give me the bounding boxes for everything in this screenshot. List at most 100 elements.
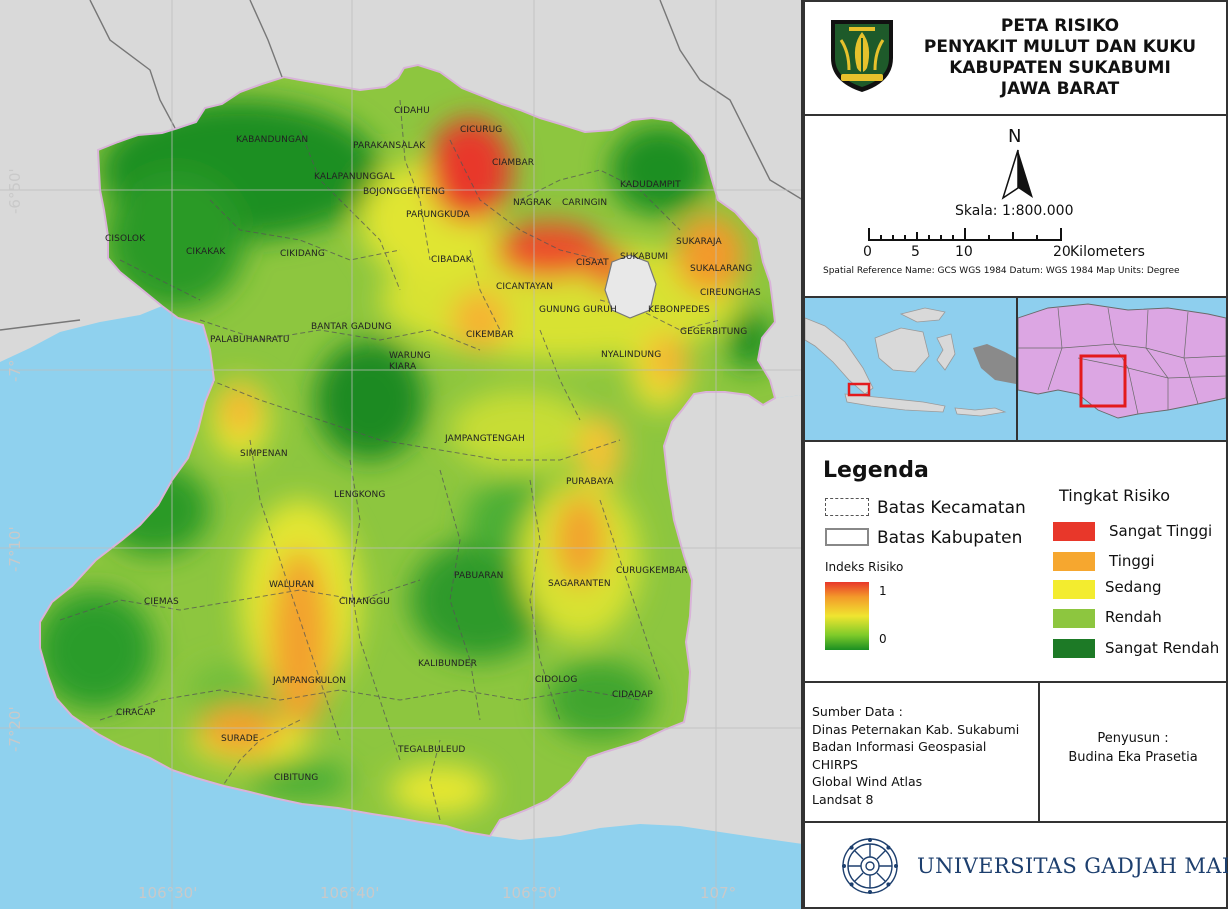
place-label: PARAKANSALAK [353,141,426,151]
risk-heat-layer [40,65,775,836]
source-line: CHIRPS [812,756,858,772]
place-label: CIBADAK [431,255,472,265]
map-title: PETA RISIKO PENYAKIT MULUT DAN KUKU KABU… [915,16,1205,100]
place-label: PURABAYA [566,477,614,487]
legend-title: Legenda [823,458,929,483]
legend-box: Legenda Batas Kecamatan Batas Kabupaten … [803,440,1228,683]
risk-label-high: Tinggi [1109,552,1155,570]
place-label: CIBITUNG [274,773,319,783]
risk-label-very-high: Sangat Tinggi [1109,522,1213,540]
place-label: NYALINDUNG [601,350,662,360]
place-label: CIDOLOG [535,675,578,685]
place-label: KABANDUNGAN [236,135,309,145]
university-box: UNIVERSITAS GADJAH MADA [803,821,1228,909]
scale-unit: Kilometers [1070,244,1145,260]
source-list: Sumber Data : Dinas Peternakan Kab. Suka… [812,703,1019,808]
neighbor-land-north [0,0,801,398]
place-label: JAMPANGTENGAH [445,434,525,444]
source-line: Global Wind Atlas [812,774,923,789]
place-label: CICURUG [460,125,503,135]
place-label: SIMPENAN [240,449,288,459]
place-label: CURUGKEMBAR [616,566,688,576]
legend-district-boundary: Batas Kecamatan [877,498,1026,518]
place-label: CIEMAS [144,597,179,607]
lon-label-4: 107° [700,884,737,902]
scale-tick-5: 5 [911,244,920,260]
lat-label-4: -7°20' [6,706,24,752]
place-label: PARUNGKUDA [406,210,470,220]
place-label: CIKEMBAR [466,330,514,340]
inset-map-west-java [1016,296,1228,442]
lat-label-3: -7°10' [6,526,24,572]
source-box: Sumber Data : Dinas Peternakan Kab. Suka… [803,681,1040,823]
title-line-4: JAWA BARAT [1000,79,1120,99]
place-label: GUNUNG GURUH [539,305,617,315]
inset-map-indonesia [803,296,1018,442]
risk-level-title: Tingkat Risiko [1059,486,1170,505]
map-frame[interactable]: -6°50' -7° -7°10' -7°20' 106°30' 106°40'… [0,0,803,909]
place-label: CIREUNGHAS [700,288,761,298]
place-label: WALURAN [269,580,315,590]
author-heading: Penyusun : [1097,731,1169,746]
north-label: N [1008,126,1022,147]
risk-swatch-medium [1053,580,1095,599]
place-label: PALABUHANRATU [210,335,290,345]
place-label: KEBONPEDES [648,305,710,315]
place-label: CIMANGGU [339,597,390,607]
place-label: SURADE [221,734,259,744]
lon-label-2: 106°40' [320,884,380,902]
ugm-logo-icon [842,838,898,894]
risk-index-gradient [825,582,869,650]
author-name: Budina Eka Prasetia [1068,750,1198,765]
place-label: JAMPANGKULON [273,676,347,686]
risk-swatch-very-high [1053,522,1095,541]
north-arrow-icon [1001,149,1033,200]
index-title: Indeks Risiko [825,560,904,574]
place-label: CIDAHU [394,106,430,116]
place-label: CIDADAP [612,690,653,700]
place-label: BOJONGGENTENG [363,187,446,197]
risk-swatch-very-low [1053,639,1095,658]
risk-map [0,0,801,909]
kabupaten-sukabumi-emblem-icon [831,20,893,92]
title-box: PETA RISIKO PENYAKIT MULUT DAN KUKU KABU… [803,0,1228,116]
layout-panel: PETA RISIKO PENYAKIT MULUT DAN KUKU KABU… [803,0,1228,909]
author-info: Penyusun : Budina Eka Prasetia [1040,729,1226,767]
risk-label-very-low: Sangat Rendah [1105,639,1220,657]
place-label: NAGRAK [513,198,552,208]
district-boundary-swatch [825,498,869,516]
kabupaten-boundary [39,63,777,838]
inset-highlight [847,382,871,397]
source-line: Badan Informasi Geospasial [812,739,987,754]
risk-swatch-low [1053,609,1095,628]
place-label: CISAAT [576,258,609,268]
legend-regency-boundary: Batas Kabupaten [877,528,1023,548]
inset-indonesia-svg [805,307,1016,417]
risk-label-medium: Sedang [1105,578,1162,596]
scale-bar [868,228,1062,241]
title-line-2: PENYAKIT MULUT DAN KUKU [923,37,1197,57]
title-line-1: PETA RISIKO [1000,16,1120,36]
place-label: GEGERBITUNG [680,327,748,337]
place-label: WARUNG KIARA [389,351,431,372]
place-label: SUKABUMI [620,252,669,262]
place-label: CISOLOK [105,234,146,244]
author-box: Penyusun : Budina Eka Prasetia [1038,681,1228,823]
place-label: CIKIDANG [280,249,325,259]
index-high-label: 1 [879,584,887,598]
place-label: KALAPANUNGGAL [314,172,395,182]
place-label: SUKALARANG [690,264,753,274]
risk-label-low: Rendah [1105,608,1162,626]
risk-swatch-high [1053,552,1095,571]
scale-tick-20: 20 [1053,244,1071,260]
place-label: CIRACAP [116,708,156,718]
source-line: Sumber Data : [812,704,903,719]
scale-tick-10: 10 [955,244,973,260]
spatial-reference: Spatial Reference Name: GCS WGS 1984 Dat… [823,266,1180,276]
place-label: PABUARAN [454,571,504,581]
place-label: SAGARANTEN [548,579,611,589]
scale-text: Skala: 1:800.000 [955,203,1074,219]
place-label: CICANTAYAN [496,282,554,292]
lat-label-2: -7° [6,359,24,382]
scale-tick-0: 0 [863,244,872,260]
